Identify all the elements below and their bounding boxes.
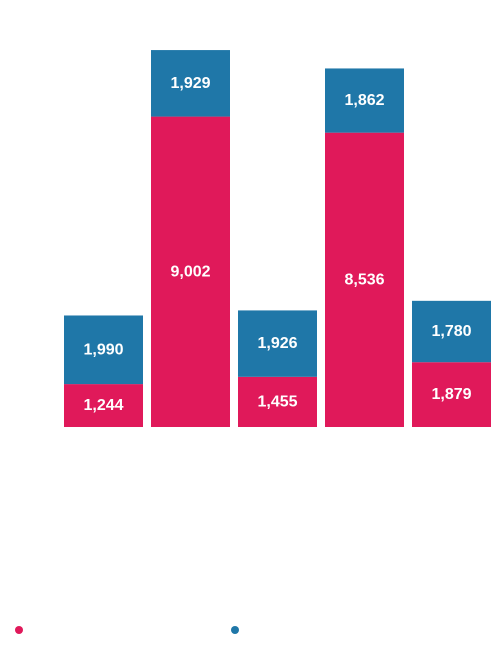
legend-swatch-series-1 bbox=[15, 626, 23, 634]
bar-series-2-2 bbox=[151, 50, 230, 117]
bar-series-2-3 bbox=[238, 310, 317, 377]
legend-swatch-series-2 bbox=[231, 626, 239, 634]
data-label-series-1-1: 1,244 bbox=[83, 397, 123, 414]
legend-item-series-2 bbox=[231, 626, 245, 634]
bar-series-2-1 bbox=[64, 315, 143, 385]
bar-series-1-2 bbox=[151, 116, 230, 427]
bar-series-2-5 bbox=[412, 300, 491, 363]
data-label-series-1-5: 1,879 bbox=[431, 386, 471, 403]
data-label-series-1-3: 1,455 bbox=[257, 393, 297, 410]
bar-series-1-4 bbox=[325, 132, 404, 428]
data-label-series-2-1: 1,990 bbox=[83, 341, 123, 358]
bar-series-1-5 bbox=[412, 362, 491, 427]
data-label-series-2-3: 1,926 bbox=[257, 335, 297, 352]
bar-series-1-1 bbox=[64, 384, 143, 427]
data-label-series-1-2: 9,002 bbox=[170, 263, 210, 280]
data-label-series-2-2: 1,929 bbox=[170, 75, 210, 92]
legend bbox=[0, 626, 491, 642]
data-label-series-1-4: 8,536 bbox=[344, 271, 384, 288]
bar-series-1-3 bbox=[238, 376, 317, 427]
data-label-series-2-5: 1,780 bbox=[431, 323, 471, 340]
bar-series-2-4 bbox=[325, 68, 404, 133]
legend-item-series-1 bbox=[15, 626, 29, 634]
data-label-series-2-4: 1,862 bbox=[344, 92, 384, 109]
